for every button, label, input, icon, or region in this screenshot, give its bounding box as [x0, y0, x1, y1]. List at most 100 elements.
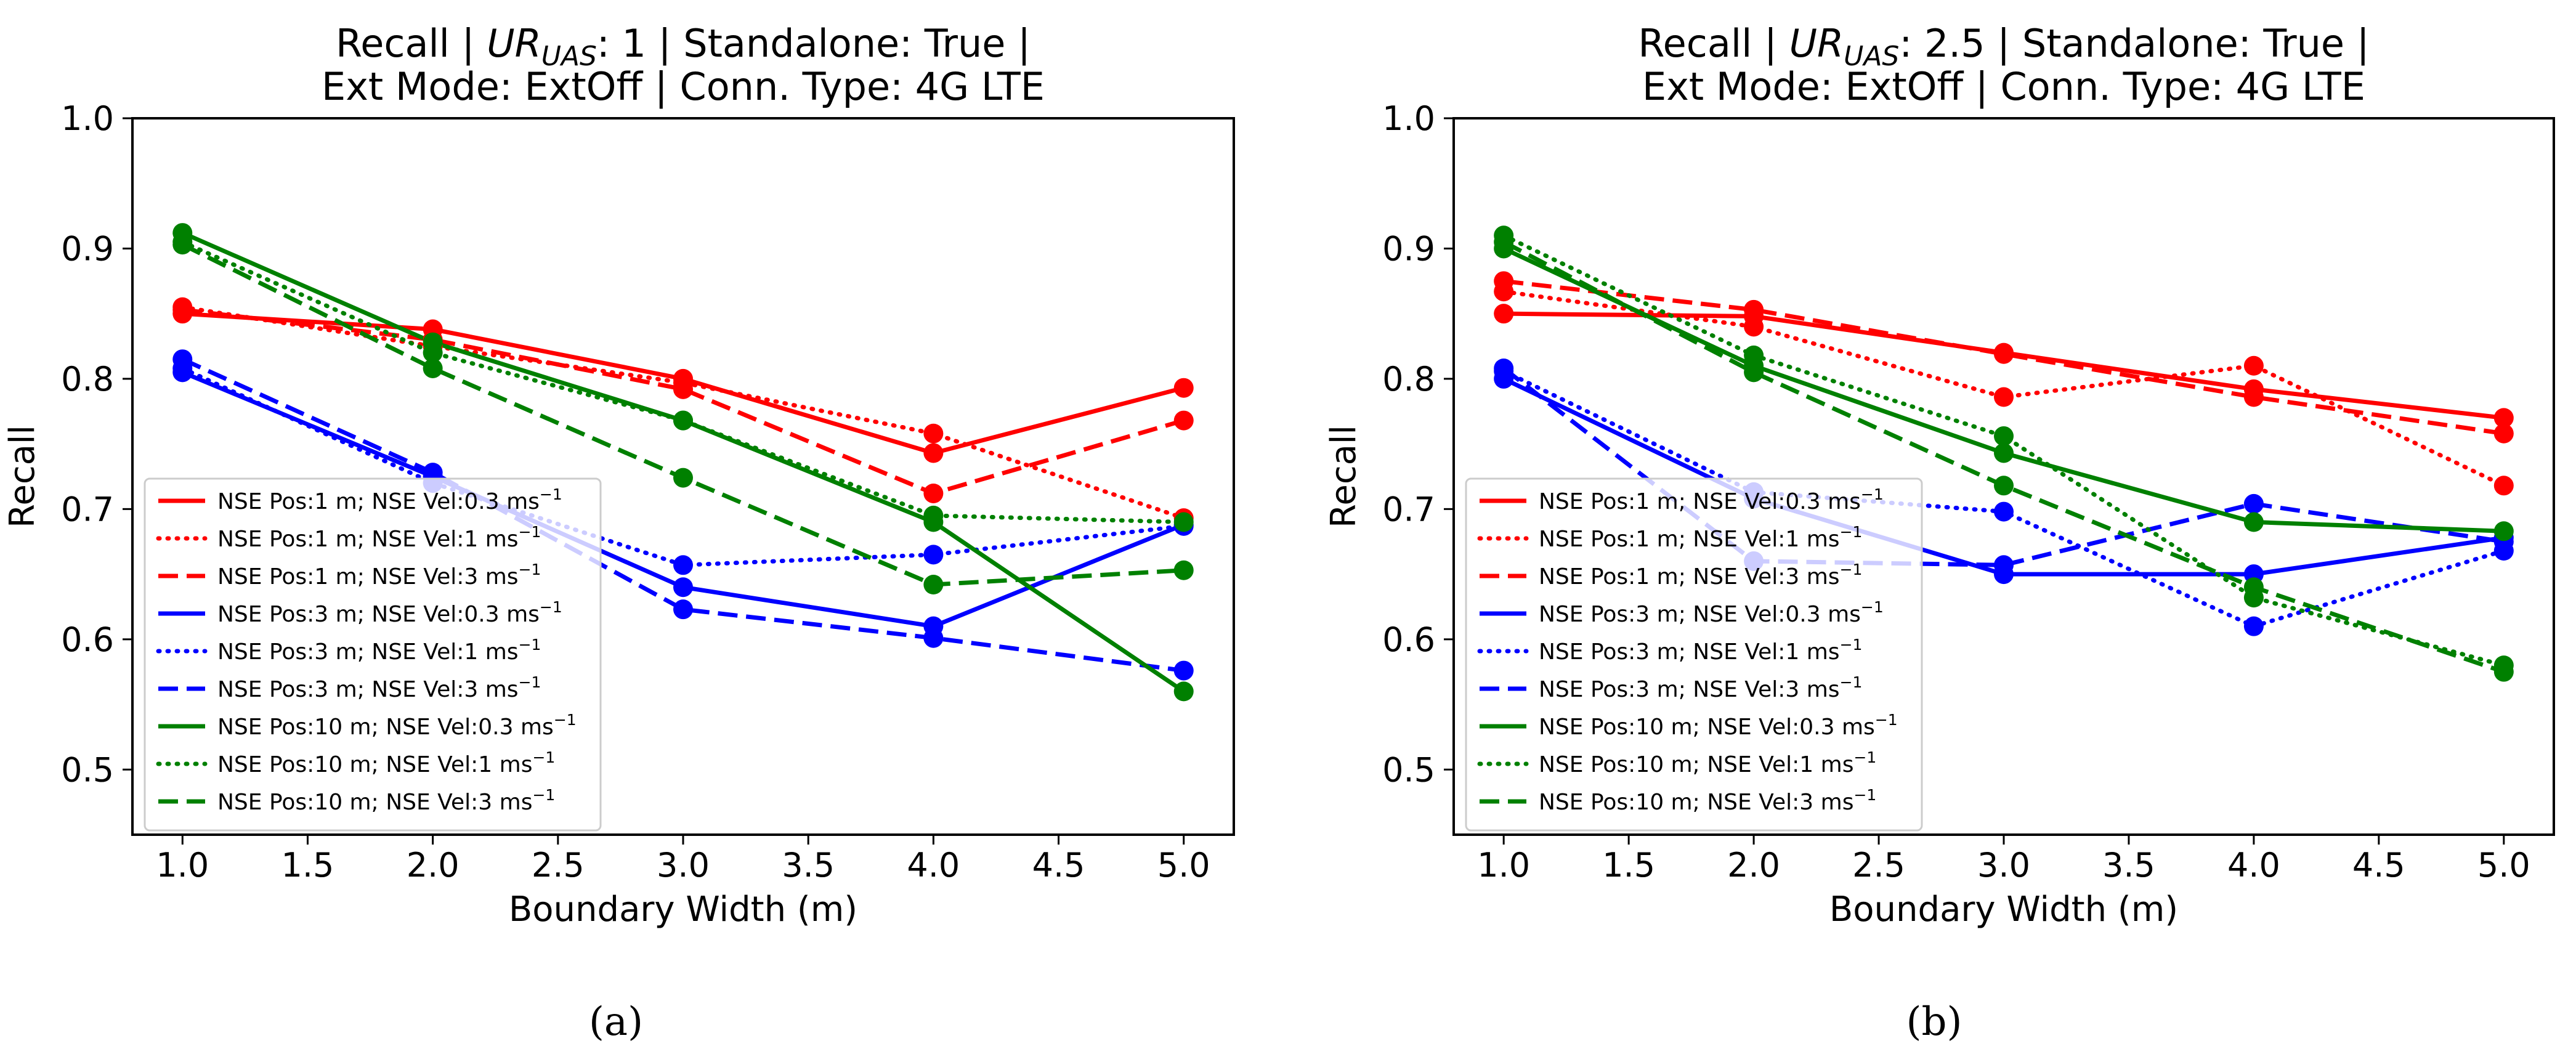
y-tick-label: 0.8	[61, 360, 114, 399]
legend-label: NSE Pos:10 m; NSE Vel:3 ms−1	[1539, 786, 1876, 815]
series-line	[1501, 233, 2506, 668]
data-point	[423, 343, 443, 363]
y-tick-label: 0.9	[61, 229, 114, 268]
data-point	[1173, 512, 1194, 532]
chart-title-line2: Ext Mode: ExtOff | Conn. Type: 4G LTE	[1642, 64, 2365, 110]
chart-title-line1: Recall | URUAS: 2.5 | Standalone: True |	[1638, 21, 2369, 72]
y-tick-label: 0.7	[1382, 490, 1435, 529]
data-point	[1173, 681, 1194, 702]
data-point	[172, 299, 193, 320]
legend-label: NSE Pos:1 m; NSE Vel:0.3 ms−1	[217, 485, 562, 514]
y-axis-label: Recall	[1324, 425, 1364, 528]
data-point	[2243, 577, 2264, 598]
data-point	[1994, 426, 2014, 446]
x-tick-label: 5.0	[1157, 846, 1210, 885]
data-point	[2493, 423, 2514, 444]
chart-title-line2: Ext Mode: ExtOff | Conn. Type: 4G LTE	[322, 64, 1045, 110]
legend-label: NSE Pos:3 m; NSE Vel:3 ms−1	[217, 673, 541, 702]
data-point	[1173, 560, 1194, 580]
x-tick-label: 3.5	[2102, 846, 2155, 885]
data-point	[423, 463, 443, 483]
data-point	[1744, 345, 1764, 365]
x-axis-label: Boundary Width (m)	[509, 890, 857, 930]
legend-label: NSE Pos:3 m; NSE Vel:0.3 ms−1	[217, 598, 562, 627]
x-tick-label: 2.5	[532, 846, 585, 885]
x-tick-label: 5.0	[2477, 846, 2530, 885]
x-tick-label: 3.5	[782, 846, 835, 885]
legend-label: NSE Pos:1 m; NSE Vel:3 ms−1	[217, 561, 541, 590]
data-point	[923, 483, 944, 503]
data-point	[923, 545, 944, 565]
x-tick-label: 4.5	[2352, 846, 2405, 885]
legend-label: NSE Pos:10 m; NSE Vel:1 ms−1	[1539, 748, 1876, 777]
chart-panel-b: Recall | URUAS: 2.5 | Standalone: True |…	[1324, 21, 2555, 1045]
x-tick-label: 1.0	[156, 846, 209, 885]
data-point	[1994, 501, 2014, 522]
data-point	[923, 628, 944, 648]
legend-box	[1465, 477, 1923, 832]
x-tick-label: 4.5	[1032, 846, 1085, 885]
data-point	[1994, 476, 2014, 496]
data-point	[1994, 443, 2014, 463]
data-point	[2243, 493, 2264, 514]
legend-label: NSE Pos:1 m; NSE Vel:0.3 ms−1	[1539, 485, 1884, 514]
data-point	[1994, 344, 2014, 364]
data-point	[1494, 232, 1514, 252]
chart-panel-a: Recall | URUAS: 1 | Standalone: True |Ex…	[2, 21, 1235, 1045]
y-tick-label: 1.0	[1382, 99, 1435, 138]
x-tick-label: 2.5	[1852, 846, 1905, 885]
data-point	[1494, 271, 1514, 291]
legend-label: NSE Pos:1 m; NSE Vel:3 ms−1	[1539, 561, 1862, 590]
x-tick-label: 4.0	[2227, 846, 2280, 885]
data-point	[172, 349, 193, 370]
chart-title-line1: Recall | URUAS: 1 | Standalone: True |	[336, 21, 1031, 72]
data-point	[2243, 512, 2264, 532]
legend: NSE Pos:1 m; NSE Vel:0.3 ms−1 NSE Pos:1 m…	[144, 477, 602, 832]
data-point	[673, 599, 693, 620]
y-tick-label: 0.6	[61, 620, 114, 659]
data-point	[673, 379, 693, 399]
data-point	[1744, 317, 1764, 337]
data-point	[1173, 378, 1194, 398]
legend-label: NSE Pos:10 m; NSE Vel:1 ms−1	[217, 748, 555, 777]
y-tick-label: 0.5	[61, 750, 114, 789]
data-point	[1494, 358, 1514, 378]
subfigure-caption: (b)	[1906, 999, 1962, 1045]
data-point	[923, 423, 944, 444]
legend-label: NSE Pos:3 m; NSE Vel:1 ms−1	[1539, 636, 1862, 665]
series-line	[181, 357, 1185, 673]
subfigure-caption: (a)	[589, 999, 643, 1045]
data-point	[1173, 660, 1194, 681]
data-point	[2493, 408, 2514, 428]
x-tick-label: 1.0	[1477, 846, 1530, 885]
legend-label: NSE Pos:10 m; NSE Vel:3 ms−1	[217, 786, 555, 815]
data-point	[673, 410, 693, 431]
legend-label: NSE Pos:3 m; NSE Vel:1 ms−1	[217, 636, 541, 665]
y-tick-label: 0.8	[1382, 360, 1435, 399]
data-point	[1494, 304, 1514, 324]
data-point	[1744, 362, 1764, 383]
data-point	[923, 443, 944, 463]
legend-label: NSE Pos:10 m; NSE Vel:0.3 ms−1	[217, 711, 577, 740]
legend-label: NSE Pos:3 m; NSE Vel:3 ms−1	[1539, 673, 1862, 702]
y-tick-label: 0.7	[61, 490, 114, 529]
series-line	[182, 307, 1185, 496]
legend-label: NSE Pos:1 m; NSE Vel:1 ms−1	[217, 523, 541, 552]
data-point	[2493, 521, 2514, 541]
y-tick-label: 0.6	[1382, 620, 1435, 659]
legend: NSE Pos:1 m; NSE Vel:0.3 ms−1 NSE Pos:1 m…	[1465, 477, 1923, 832]
x-tick-label: 3.0	[657, 846, 710, 885]
y-tick-label: 0.5	[1382, 750, 1435, 789]
y-tick-label: 0.9	[1382, 229, 1435, 268]
data-point	[1994, 387, 2014, 407]
y-axis-label: Recall	[2, 425, 43, 528]
data-point	[2243, 355, 2264, 376]
x-tick-label: 4.0	[907, 846, 960, 885]
data-point	[172, 235, 193, 255]
data-point	[1994, 555, 2014, 575]
data-point	[2243, 387, 2264, 407]
x-tick-label: 2.0	[1727, 846, 1780, 885]
x-tick-label: 1.5	[1602, 846, 1655, 885]
data-point	[2493, 476, 2514, 496]
